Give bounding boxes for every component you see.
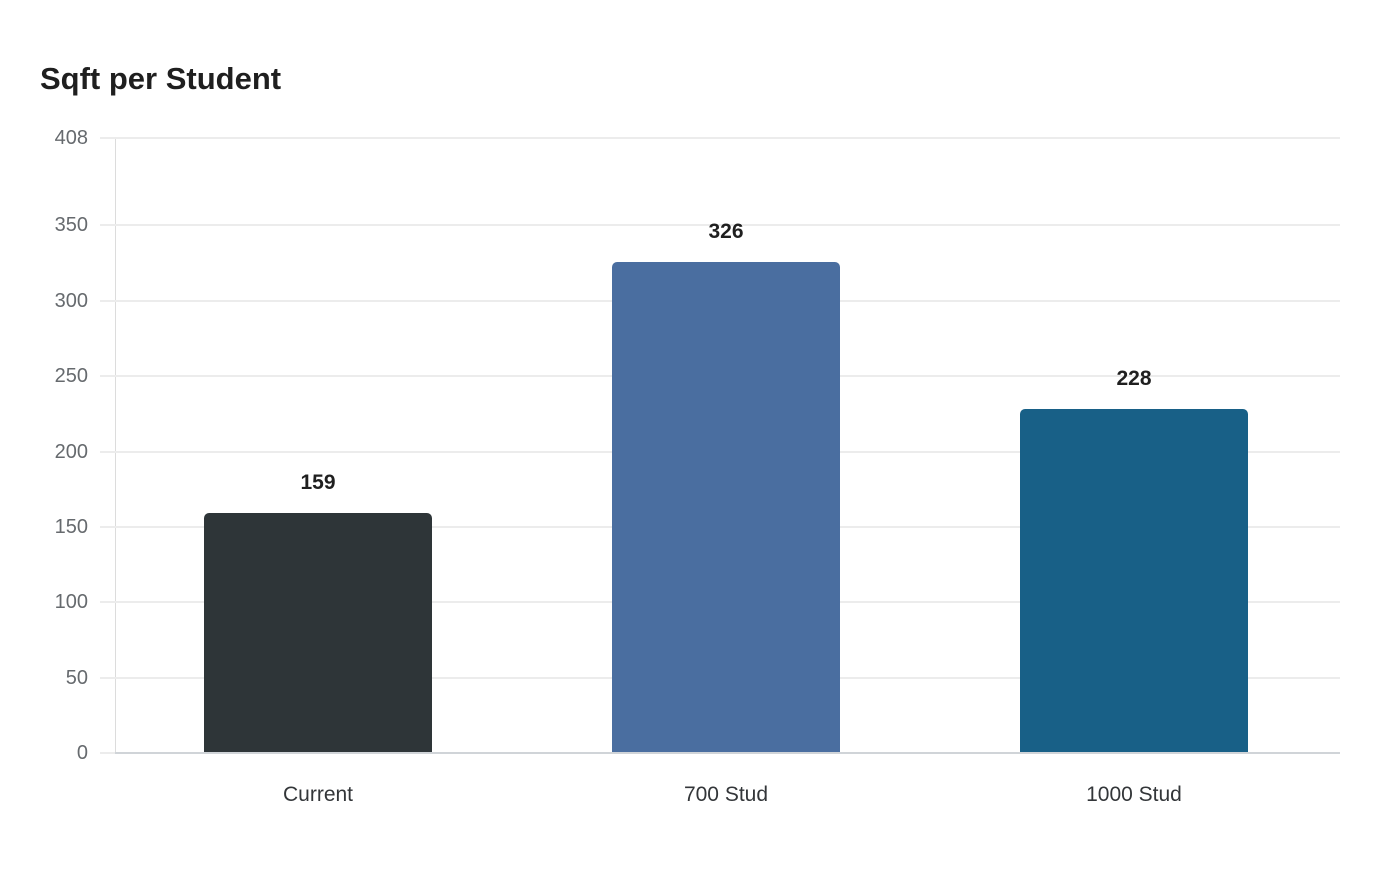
y-tick-label: 200 [54, 440, 88, 463]
bar-1000-stud[interactable] [1020, 409, 1248, 753]
bar-value-label: 159 [300, 471, 336, 495]
y-tick-label: 50 [65, 666, 88, 689]
x-tick-label: 700 Stud [683, 783, 769, 806]
y-tick-label: 350 [54, 214, 88, 237]
chart-title: Sqft per Student [40, 61, 282, 96]
gridline [100, 137, 1340, 139]
bar-700-stud[interactable] [612, 261, 840, 753]
x-tick-label: Current [282, 783, 354, 806]
y-tick-label: 0 [76, 742, 88, 764]
y-tick-label: 408 [54, 127, 88, 149]
x-axis-line [115, 752, 1340, 754]
gridline [100, 224, 1340, 227]
y-tick-label: 250 [54, 365, 88, 388]
bar-value-label: 326 [708, 219, 744, 243]
bar-current[interactable] [204, 513, 432, 753]
bar-value-label: 228 [1116, 367, 1152, 391]
gridline [100, 752, 116, 754]
y-tick-label: 100 [54, 591, 88, 614]
y-tick-label: 300 [54, 289, 88, 312]
y-axis-line [115, 138, 116, 754]
x-tick-label: 1000 Stud [1086, 783, 1182, 806]
y-tick-label: 150 [54, 515, 88, 538]
